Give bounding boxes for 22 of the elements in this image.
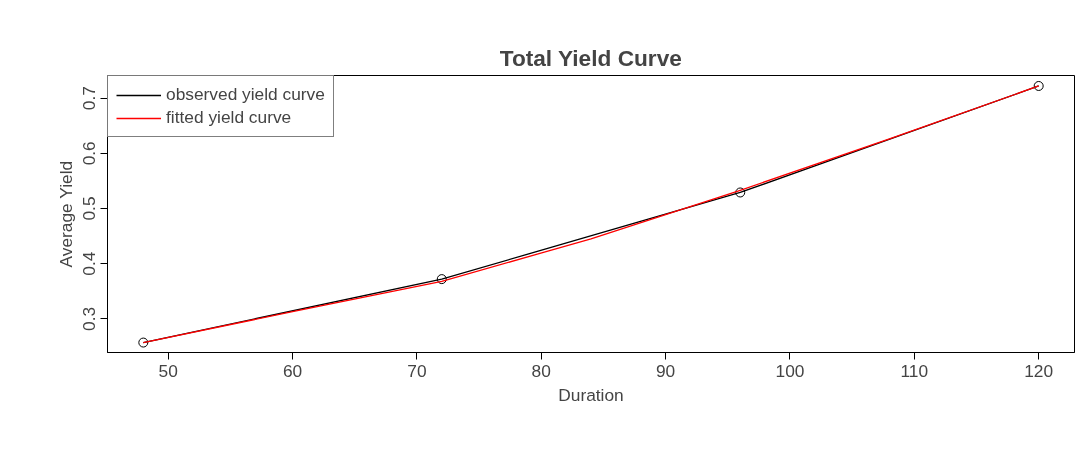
y-tick-label: 0.7 [79, 86, 100, 111]
point [138, 337, 149, 348]
x-tick-label: 60 [282, 360, 303, 381]
legend-label: fitted yield curve [166, 107, 292, 128]
point [1033, 80, 1044, 91]
x-tick-label: 90 [655, 360, 676, 381]
y-tick-label: 0.6 [79, 141, 100, 166]
y-tick-label: 0.5 [79, 196, 100, 221]
chart-title: Total Yield Curve [499, 44, 682, 71]
x-tick-label: 110 [900, 360, 929, 381]
x-tick-label: 80 [531, 360, 551, 381]
y-axis-title: Average Yield [55, 160, 76, 268]
x-axis-title: Duration [558, 384, 624, 405]
x-tick-label: 120 [1024, 360, 1054, 381]
point [735, 187, 746, 198]
y-tick-label: 0.4 [79, 251, 100, 276]
legend-label: observed yield curve [166, 84, 325, 105]
y-tick-label: 0.3 [79, 306, 100, 331]
x-tick-label: 50 [158, 360, 178, 381]
x-tick-label: 70 [407, 360, 427, 381]
x-tick-label: 100 [775, 360, 805, 381]
point [436, 274, 447, 285]
